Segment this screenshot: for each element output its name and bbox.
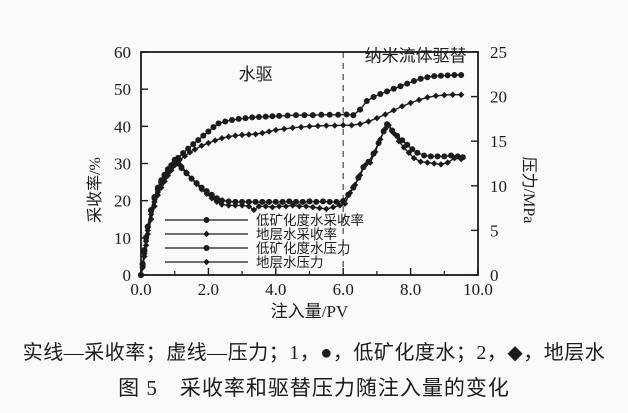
svg-text:40: 40 [114,117,131,136]
svg-text:10: 10 [114,229,131,248]
svg-text:8.0: 8.0 [400,280,421,299]
right-y-axis-title: 压力/MPa [520,157,538,224]
svg-text:20: 20 [490,88,507,107]
svg-text:25: 25 [490,43,507,62]
x-axis-title: 注入量/PV [271,302,349,321]
svg-text:0: 0 [490,266,499,285]
left-y-axis-title: 采收率/% [86,157,104,223]
svg-text:地层水采收率: 地层水采收率 [256,226,337,242]
svg-text:0.0: 0.0 [130,280,151,299]
svg-text:30: 30 [114,155,131,174]
svg-text:60: 60 [114,43,131,62]
phase-label-nanofluid-displacement: 纳米流体驱替 [365,46,467,65]
svg-text:低矿化度水采收率: 低矿化度水采收率 [256,212,364,228]
axis-ticks [140,51,479,276]
recovery-pressure-chart: 0.0 2.0 4.0 6.0 8.0 10.0010203040506005101520… [86,43,538,321]
svg-text:0: 0 [123,266,132,285]
legend-entry-formation-water-pressure: 地层水压力 [165,255,324,270]
svg-text:4.0: 4.0 [265,280,286,299]
phase-label-water-flooding: 水驱 [239,65,273,84]
svg-text:5: 5 [490,221,499,240]
svg-text:2.0: 2.0 [198,280,219,299]
series-formation-water-pressure [137,121,465,279]
figure-caption-note: 实线—采收率；虚线—压力；1，●，低矿化度水；2，◆，地层水 [22,342,606,364]
legend-entry-low-salinity-water-pressure: 低矿化度水压力 [165,241,351,256]
figure-caption-title: 图 5 采收率和驱替压力随注入量的变化 [118,376,510,400]
svg-text:10: 10 [490,177,507,196]
svg-text:地层水压力: 地层水压力 [256,255,324,270]
svg-text:10.0: 10.0 [463,280,493,299]
svg-text:20: 20 [114,192,131,211]
svg-text:6.0: 6.0 [333,280,354,299]
legend-entry-low-salinity-water-recovery: 低矿化度水采收率 [165,212,364,228]
svg-text:15: 15 [490,132,507,151]
legend-entry-formation-water-recovery: 地层水采收率 [165,226,337,242]
axis-labels: 0.0 2.0 4.0 6.0 8.0 10.0010203040506005101520… [114,43,507,299]
svg-text:50: 50 [114,80,131,99]
svg-text:低矿化度水压力: 低矿化度水压力 [256,241,351,256]
